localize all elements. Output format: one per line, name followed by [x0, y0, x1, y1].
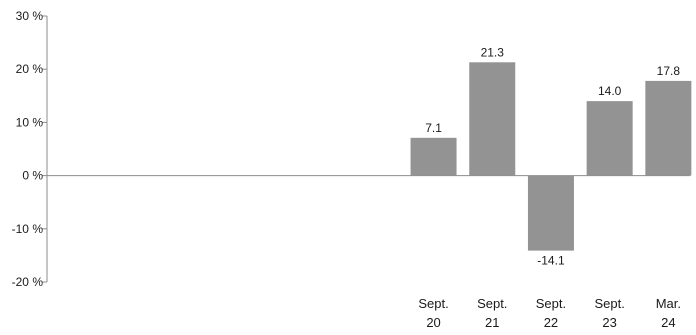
y-tick-label: 30 %: [16, 9, 44, 23]
bar: [410, 137, 457, 176]
bar: [527, 175, 574, 251]
x-category-label-line2: 20: [426, 315, 440, 330]
x-category-label-line1: Mar.: [656, 296, 681, 311]
bar-value-label: -14.1: [537, 254, 565, 268]
x-category-label-line2: 21: [485, 315, 499, 330]
bar: [469, 62, 516, 176]
bar-value-label: 17.8: [657, 64, 681, 78]
x-category-label-line1: Sept.: [536, 296, 566, 311]
x-category-label-line1: Sept.: [594, 296, 624, 311]
y-tick-label: -10 %: [12, 222, 44, 236]
x-category-label-line2: 23: [602, 315, 616, 330]
bar: [586, 101, 633, 176]
x-category-label-line2: 22: [544, 315, 558, 330]
y-tick-label: 0 %: [22, 169, 43, 183]
x-category-label-line1: Sept.: [418, 296, 448, 311]
y-tick-label: 20 %: [16, 62, 44, 76]
y-tick-label: -20 %: [12, 275, 44, 289]
bars: [410, 62, 692, 251]
x-category-label-line2: 24: [661, 315, 675, 330]
x-category-label-line1: Sept.: [477, 296, 507, 311]
y-ticks: 30 % 20 % 10 % 0 % -10 % -20 %: [12, 9, 47, 289]
value-labels: 7.1 21.3 -14.1 14.0 17.8: [425, 45, 680, 267]
bar-value-label: 14.0: [598, 84, 622, 98]
category-labels: Sept. 20 Sept. 21 Sept. 22 Sept. 23 Mar. 24: [418, 296, 681, 330]
bar-value-label: 21.3: [481, 45, 505, 59]
bar: [645, 80, 692, 176]
y-tick-label: 10 %: [16, 115, 44, 129]
bar-value-label: 7.1: [425, 121, 442, 135]
